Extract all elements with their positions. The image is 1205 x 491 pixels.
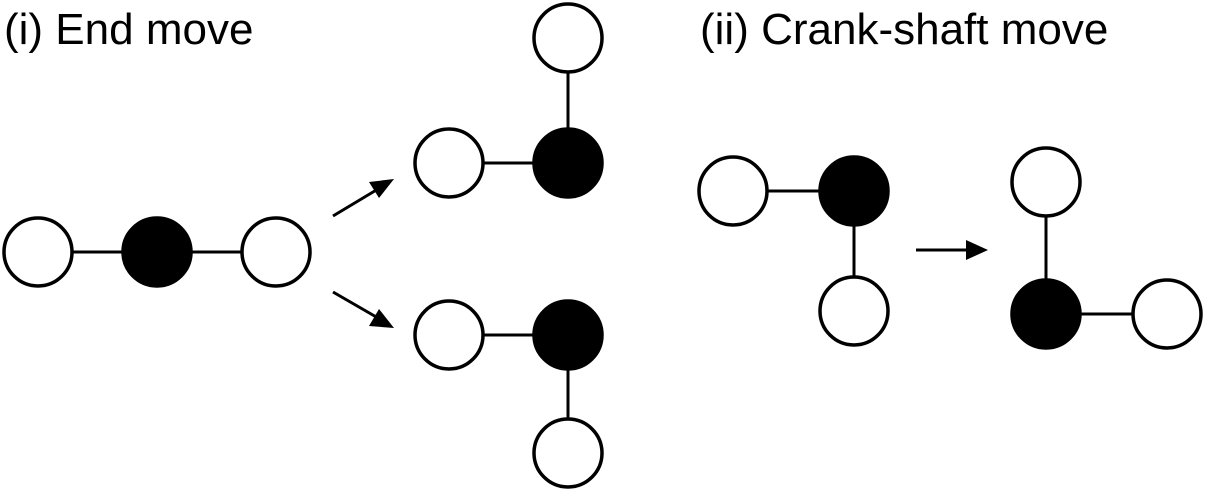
end-move-initial-chain (2, 216, 312, 288)
arrow-crank-shaft (916, 240, 988, 260)
monomer-bead (818, 275, 890, 347)
end-monomer-bead (532, 417, 604, 489)
monomer-bead (1131, 278, 1203, 350)
monomer-bead (413, 299, 485, 371)
pivot-monomer-bead (818, 155, 890, 227)
central-monomer-bead (532, 299, 604, 371)
panel-title-crank-shaft-move: (ii) Crank-shaft move (700, 5, 1108, 54)
central-monomer-bead (121, 216, 193, 288)
monomer-bead (2, 216, 74, 288)
central-monomer-bead (532, 127, 604, 199)
arrow-to-lower-outcome (332, 290, 394, 328)
end-monomer-bead (532, 2, 604, 74)
monomer-bead (1010, 146, 1082, 218)
end-move-lower-outcome (413, 299, 604, 489)
end-move-upper-outcome (413, 2, 604, 199)
crank-shaft-final-chain (1010, 146, 1203, 350)
monomer-bead (697, 155, 769, 227)
crank-shaft-initial-chain (697, 155, 890, 347)
monomer-bead (413, 127, 485, 199)
end-monomer-bead (240, 216, 312, 288)
panel-title-end-move: (i) End move (4, 5, 253, 54)
arrow-to-upper-outcome (332, 179, 394, 218)
pivot-monomer-bead (1010, 278, 1082, 350)
